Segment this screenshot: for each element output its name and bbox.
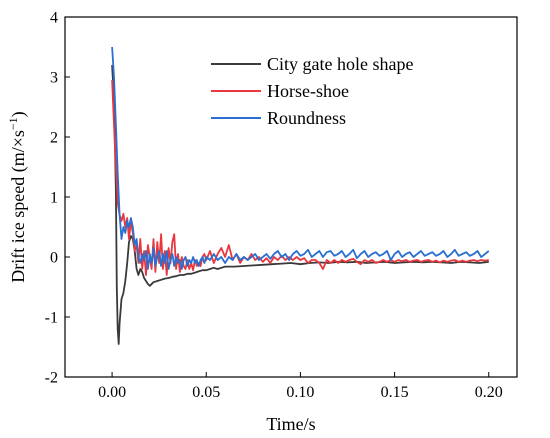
series-layer [111,46,490,345]
y-axis-title: Drift ice speed (m/×s−1) [6,111,29,282]
x-tick-label: 0.05 [192,384,220,401]
y-tick-label: 0 [50,250,58,267]
x-tick-label: 0.20 [475,384,503,401]
x-tick-label: 0.10 [286,384,314,401]
y-tick-label: 1 [50,190,58,207]
y-axis-title-close: ) [8,111,29,117]
y-axis-ticks: -2 -1 0 1 2 3 4 [45,10,70,387]
y-axis-title-main: Drift ice speed (m/×s [8,130,29,283]
series-line-2 [111,79,489,276]
legend-label: Roundness [267,108,346,128]
x-tick-label: 0.00 [98,384,126,401]
x-axis-ticks: 0.00 0.05 0.10 0.15 0.20 [98,372,503,401]
y-tick-label: -1 [45,310,58,327]
series-line-1 [111,64,489,345]
y-axis-title-superscript: −1 [6,117,20,130]
legend-label: Horse-shoe [267,81,349,101]
y-tick-label: -2 [45,370,58,387]
legend-label: City gate hole shape [267,54,413,74]
x-tick-label: 0.15 [381,384,409,401]
y-tick-label: 2 [50,130,58,147]
x-axis-title: Time/s [266,414,315,434]
legend: City gate hole shape Horse-shoe Roundness [211,54,413,128]
y-tick-label: 3 [50,70,58,87]
series-line-3 [111,46,490,270]
y-tick-label: 4 [50,10,58,27]
